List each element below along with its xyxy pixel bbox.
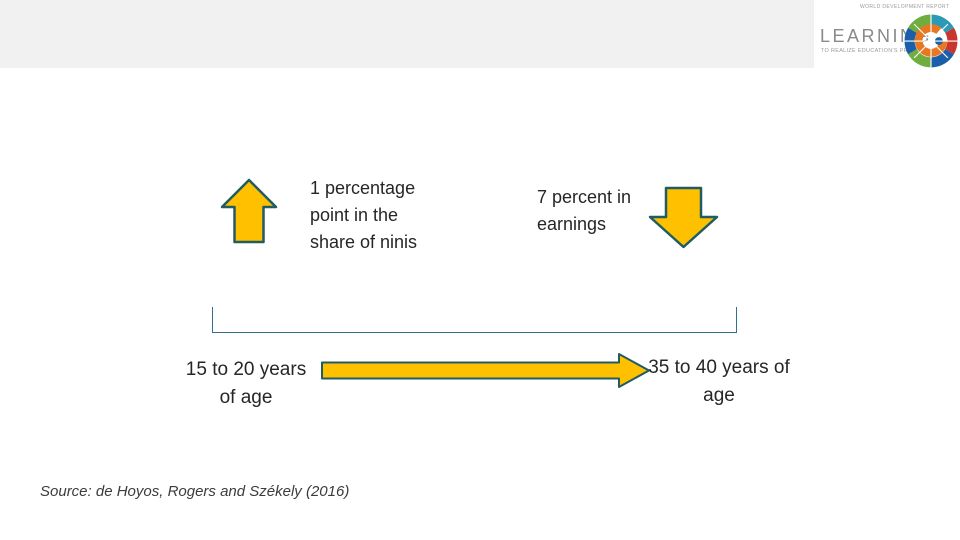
right-age-label: 35 to 40 years of age (648, 357, 790, 406)
down-arrow-caption: 7 percent in earnings (537, 187, 632, 234)
up-arrow-caption: 1 percentage point in the share of ninis (310, 178, 418, 252)
source-citation: Source: de Hoyos, Rogers and Székely (20… (40, 483, 350, 500)
header-band (0, 0, 960, 68)
logo-subtitle-text: TO REALIZE EDUCATION'S PROMISE (821, 48, 911, 54)
age-range-bracket (212, 307, 737, 333)
logo-kicker-text: WORLD DEVELOPMENT REPORT (860, 4, 950, 10)
logo-title-text: LEARNING (820, 26, 933, 46)
down-arrow-icon (648, 186, 719, 249)
left-age-label: 15 to 20 years of age (185, 359, 307, 408)
wdr-emblem-icon (904, 14, 958, 68)
wdr-logo: WORLD DEVELOPMENT REPORT LEARNING TO REA… (814, 0, 960, 72)
right-arrow-icon (321, 353, 650, 388)
up-arrow-icon (220, 178, 278, 244)
